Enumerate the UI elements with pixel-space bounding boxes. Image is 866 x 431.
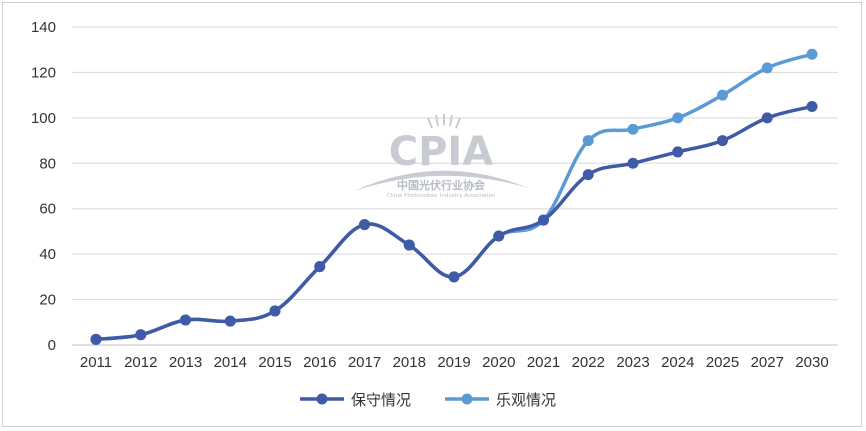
gridlines [72,26,838,346]
data-point [314,261,326,273]
legend-item: 乐观情况 [445,391,556,409]
data-point [224,315,236,327]
x-tick-label: 2022 [572,354,605,371]
data-point [269,305,281,317]
x-tick-label: 2018 [393,354,426,371]
y-tick-label: 140 [31,19,56,36]
legend: 保守情况 乐观情况 [300,391,556,409]
sun-rays-icon [427,114,461,129]
data-point [627,123,639,135]
y-tick-label: 60 [39,201,56,218]
data-point [90,333,102,345]
data-point [806,48,818,60]
data-point [717,135,728,147]
legend-item: 保守情况 [300,391,411,409]
data-point [627,157,639,169]
x-tick-label: 2011 [80,354,112,371]
data-point [761,112,773,124]
x-tick-label: 2023 [616,354,649,371]
legend-label: 乐观情况 [496,391,556,409]
x-tick-label: 2020 [482,354,515,371]
series-layer [90,48,818,345]
watermark-org-cn: 中国光伏行业协会 [397,178,486,192]
x-tick-label: 2013 [169,354,202,371]
data-point [672,112,684,124]
y-tick-label: 0 [48,337,56,354]
watermark-org-en: China Photovoltaic Industry Association [387,193,496,199]
y-tick-label: 80 [39,155,56,172]
data-point [806,101,818,112]
legend-marker [461,393,473,405]
data-point [717,89,728,101]
y-tick-label: 120 [31,64,56,81]
watermark-logo-text: CPIA [389,129,494,175]
x-tick-label: 2019 [437,354,470,371]
data-point [538,214,549,226]
cpia-watermark: CPIA 中国光伏行业协会 China Photovoltaic Industr… [354,114,528,199]
x-tick-label: 2030 [795,354,828,371]
x-tick-label: 2017 [348,354,381,371]
data-point [582,135,594,147]
x-tick-label: 2027 [751,354,784,371]
y-tick-label: 40 [39,246,56,263]
watermark-swoosh-icon [354,170,528,191]
data-point [403,239,415,251]
data-point [493,230,505,242]
data-point [582,169,594,181]
x-tick-label: 2015 [258,354,291,371]
x-tick-label: 2024 [661,354,694,371]
data-point [672,146,684,158]
chart-frame [2,2,862,427]
x-axis-tick-labels: 2011 2012 2013 2014 2015 2016 2017 2018 2019 2020… [80,354,829,371]
legend-label: 保守情况 [351,391,411,409]
data-point [761,62,773,74]
x-tick-label: 2016 [303,354,336,371]
y-axis-tick-labels: 0 20 40 60 80 100 120 140 [31,19,56,354]
x-tick-label: 2025 [706,354,739,371]
x-tick-label: 2021 [527,354,560,371]
data-point [180,314,191,326]
data-point [448,271,460,283]
series-conservative [90,101,818,345]
x-tick-label: 2012 [124,354,157,371]
data-point [359,219,370,231]
y-tick-label: 20 [39,292,56,309]
legend-marker [316,393,328,405]
y-tick-label: 100 [31,110,56,127]
x-tick-label: 2014 [214,354,247,371]
data-point [135,329,147,341]
